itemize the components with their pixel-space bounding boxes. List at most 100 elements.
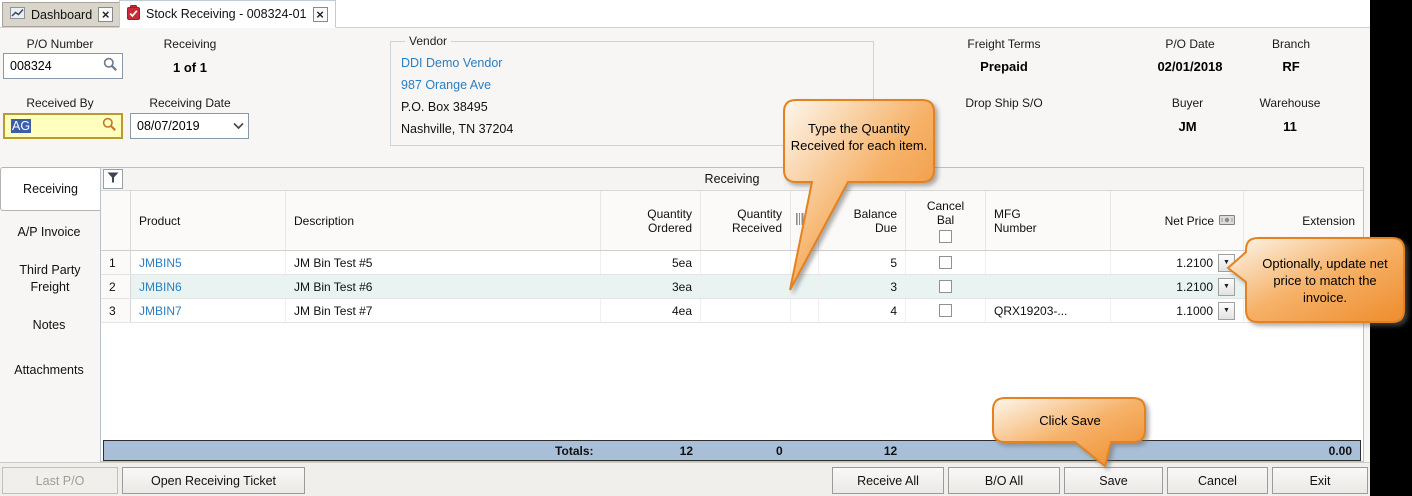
- column-header-product[interactable]: Product: [131, 191, 286, 250]
- sidebar-item-ap-invoice[interactable]: A/P Invoice: [17, 225, 81, 239]
- freight-terms-value: Prepaid: [980, 59, 1028, 74]
- totals-qty-ordered: 12: [679, 443, 694, 458]
- warehouse-label: Warehouse: [1259, 96, 1321, 110]
- grid-title-bar: Receiving: [101, 168, 1363, 191]
- cancel-bal-cell: [906, 299, 986, 322]
- sidebar-item-receiving[interactable]: Receiving: [0, 167, 100, 211]
- row-number: 3: [101, 299, 131, 322]
- cancel-bal-checkbox[interactable]: [939, 304, 952, 317]
- net-price-dropdown-button[interactable]: ▼: [1218, 301, 1235, 320]
- column-header-extension[interactable]: Extension: [1302, 213, 1355, 228]
- tab-label: Stock Receiving - 008324-01: [146, 7, 307, 21]
- barcode-cell: [791, 299, 819, 322]
- column-header-mfg-number[interactable]: MFG Number: [986, 191, 1111, 250]
- warehouse-value: 11: [1283, 119, 1297, 134]
- product-link[interactable]: JMBIN7: [131, 299, 286, 322]
- sidebar-item-notes[interactable]: Notes: [32, 318, 66, 332]
- bo-all-button[interactable]: B/O All: [948, 467, 1060, 494]
- received-by-value: AG: [11, 119, 32, 133]
- cancel-bal-checkbox[interactable]: [939, 256, 952, 269]
- column-header-qty-received[interactable]: Quantity Received: [701, 191, 791, 250]
- tab-close-icon[interactable]: ×: [98, 7, 114, 22]
- save-button[interactable]: Save: [1064, 467, 1163, 494]
- table-row: 1 JMBIN5 JM Bin Test #5 5ea 5 1.2100 ▼: [101, 251, 1363, 275]
- column-header-rownum: [101, 191, 131, 250]
- callout-click-save-text: Click Save: [1039, 412, 1101, 428]
- po-number-label: P/O Number: [26, 37, 94, 51]
- net-price-cell[interactable]: 1.2100 ▼: [1111, 251, 1244, 274]
- receive-all-button[interactable]: Receive All: [832, 467, 944, 494]
- received-by-input[interactable]: AG: [3, 113, 123, 139]
- net-price-cell[interactable]: 1.1000 ▼: [1111, 299, 1244, 322]
- balance-due-cell: 4: [819, 299, 906, 322]
- product-link[interactable]: JMBIN6: [131, 275, 286, 298]
- table-row: 3 JMBIN7 JM Bin Test #7 4ea 4 QRX19203-.…: [101, 299, 1363, 323]
- receiving-date-input[interactable]: 08/07/2019: [130, 113, 249, 139]
- qty-ordered-cell: 5ea: [601, 251, 701, 274]
- column-header-qty-ordered[interactable]: Quantity Ordered: [601, 191, 701, 250]
- cancel-bal-checkbox[interactable]: [939, 280, 952, 293]
- receiving-date-label: Receiving Date: [149, 96, 231, 110]
- buyer-label: Buyer: [1171, 96, 1204, 110]
- description-cell: JM Bin Test #6: [286, 275, 601, 298]
- received-by-label: Received By: [26, 96, 94, 110]
- vendor-address-line: P.O. Box 38495: [401, 100, 488, 114]
- row-number: 2: [101, 275, 131, 298]
- search-icon[interactable]: [103, 57, 118, 75]
- last-po-button[interactable]: Last P/O: [2, 467, 118, 494]
- totals-balance-due: 12: [883, 443, 898, 458]
- cancel-button[interactable]: Cancel: [1167, 467, 1268, 494]
- receiving-grid: Receiving Product Description Quantity O…: [100, 167, 1364, 462]
- qty-received-cell[interactable]: [701, 251, 791, 274]
- po-date-label: P/O Date: [1165, 37, 1215, 51]
- po-date-value: 02/01/2018: [1157, 59, 1223, 74]
- sidebar-item-third-party-freight[interactable]: Third Party Freight: [19, 263, 81, 294]
- grid-title: Receiving: [704, 172, 760, 186]
- column-header-balance-due[interactable]: Balance Due: [819, 191, 906, 250]
- tab-bar: Dashboard × Stock Receiving - 008324-01 …: [0, 0, 1370, 28]
- totals-extension: 0.00: [1328, 443, 1352, 458]
- product-link[interactable]: JMBIN5: [131, 251, 286, 274]
- vendor-group: Vendor DDI Demo Vendor 987 Orange Ave P.…: [390, 34, 874, 146]
- column-header-cancel-bal[interactable]: Cancel Bal: [906, 191, 986, 250]
- description-cell: JM Bin Test #7: [286, 299, 601, 322]
- description-cell: JM Bin Test #5: [286, 251, 601, 274]
- exit-button[interactable]: Exit: [1272, 467, 1368, 494]
- receiving-counter-value: 1 of 1: [173, 60, 207, 75]
- money-icon: [1219, 214, 1235, 228]
- tab-dashboard[interactable]: Dashboard ×: [2, 2, 122, 27]
- balance-due-cell: 3: [819, 275, 906, 298]
- tab-close-icon[interactable]: ×: [312, 6, 328, 22]
- callout-net-price-text: Optionally, update net price to match th…: [1262, 255, 1388, 305]
- tab-stock-receiving[interactable]: Stock Receiving - 008324-01 ×: [119, 0, 336, 28]
- freight-terms-label: Freight Terms: [967, 37, 1041, 51]
- filter-button[interactable]: [103, 169, 123, 189]
- open-receiving-ticket-button[interactable]: Open Receiving Ticket: [122, 467, 305, 494]
- column-header-description[interactable]: Description: [286, 191, 601, 250]
- qty-received-cell[interactable]: [701, 299, 791, 322]
- column-header-net-price[interactable]: Net Price: [1111, 191, 1244, 250]
- totals-row: Totals: 12 0 12 0.00: [103, 440, 1361, 461]
- vendor-name-link[interactable]: DDI Demo Vendor: [401, 56, 503, 70]
- grid-header-row: Product Description Quantity Ordered Qua…: [101, 191, 1363, 251]
- qty-ordered-cell: 4ea: [601, 299, 701, 322]
- sidebar-item-attachments[interactable]: Attachments: [14, 363, 84, 377]
- tab-label: Dashboard: [31, 7, 93, 22]
- barcode-cell: [791, 275, 819, 298]
- table-row: 2 JMBIN6 JM Bin Test #6 3ea 3 1.2100 ▼: [101, 275, 1363, 299]
- receiving-counter-label: Receiving: [163, 37, 217, 51]
- totals-qty-received: 0: [775, 443, 783, 458]
- vendor-address-link[interactable]: 987 Orange Ave: [401, 78, 492, 92]
- po-number-input[interactable]: 008324: [3, 53, 123, 79]
- mfg-number-cell: QRX19203-...: [986, 299, 1111, 322]
- mfg-number-cell: [986, 275, 1111, 298]
- net-price-dropdown-button[interactable]: ▼: [1218, 277, 1235, 296]
- chevron-down-icon[interactable]: [233, 119, 244, 133]
- search-icon[interactable]: [102, 117, 117, 135]
- balance-due-cell: 5: [819, 251, 906, 274]
- mfg-number-cell: [986, 251, 1111, 274]
- cancel-all-checkbox[interactable]: [939, 229, 952, 243]
- clipboard-check-icon: [127, 5, 140, 23]
- net-price-cell[interactable]: 1.2100 ▼: [1111, 275, 1244, 298]
